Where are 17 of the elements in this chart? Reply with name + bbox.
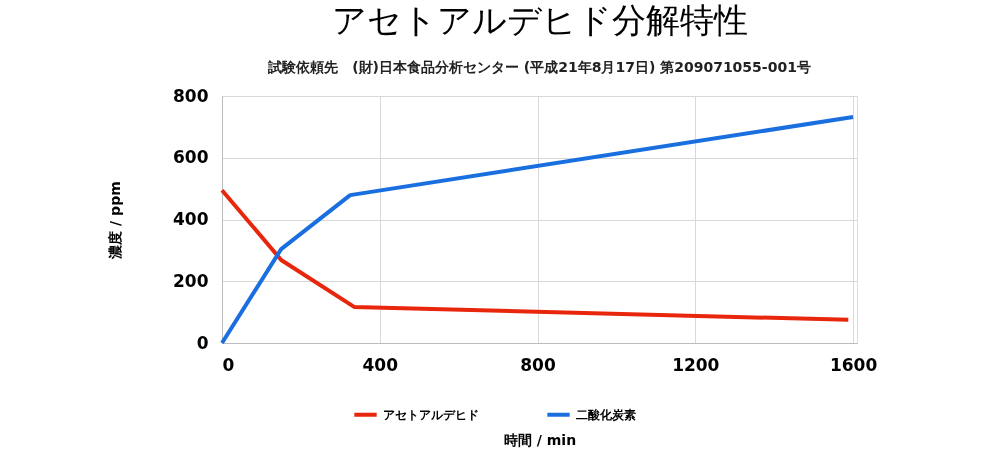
x-tick-label: 400 [362, 354, 399, 375]
y-tick-label: 800 [173, 85, 209, 106]
line-series [220, 188, 851, 322]
y-tick-label: 200 [173, 270, 209, 291]
y-tick-label: 600 [173, 147, 209, 168]
x-tick-label: 1600 [829, 354, 878, 375]
x-tick-label: 0 [222, 354, 235, 375]
x-axis-title: 時間 / min [503, 431, 577, 448]
legend-label: アセトアルデヒド [383, 407, 479, 422]
x-tick-label: 1200 [672, 354, 720, 375]
x-tick-label: 800 [520, 354, 556, 375]
legend-label: 二酸化炭素 [576, 407, 636, 422]
chart-title: アセトアルデヒド分解特性 [331, 0, 748, 40]
chart-subtitle: 試験依頼先 (財)日本食品分析センター (平成21年8月17日) 第209071055-001号 [267, 59, 811, 75]
y-tick-label: 400 [173, 209, 209, 229]
y-axis-title: 濃度 / ppm [107, 181, 124, 260]
y-tick-label: 0 [196, 332, 209, 353]
